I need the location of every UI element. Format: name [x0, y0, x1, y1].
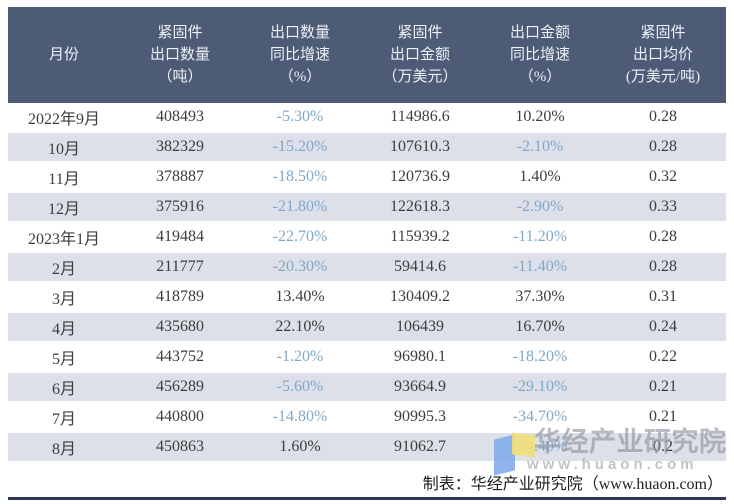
amount-yoy-cell: -2.90% [480, 192, 600, 223]
col-header-amount-yoy: 出口金额 同比增速 （%） [480, 7, 600, 103]
month-cell: 2022年9月 [8, 103, 120, 133]
table-row: 11月 378887 -18.50% 120736.9 1.40% 0.32 [8, 162, 726, 193]
amount-yoy-cell: -24.40% [480, 432, 600, 463]
avg-price-cell: 0.28 [600, 132, 726, 163]
amount-cell: 90995.3 [360, 402, 480, 433]
amount-cell: 91062.7 [360, 432, 480, 463]
qty-yoy-cell: -18.50% [240, 162, 360, 193]
col-header-month: 月份 [8, 7, 120, 103]
qty-cell: 456289 [120, 372, 240, 403]
table-row: 8月 450863 1.60% 91062.7 -24.40% 0.2 [8, 432, 726, 463]
amount-cell: 114986.6 [360, 103, 480, 133]
amount-yoy-cell: 10.20% [480, 103, 600, 133]
qty-cell: 382329 [120, 132, 240, 163]
avg-price-cell: 0.21 [600, 372, 726, 403]
table-credit: 制表：华经产业研究院（www.huaon.com） [422, 476, 723, 493]
amount-cell: 130409.2 [360, 282, 480, 313]
amount-cell: 96980.1 [360, 342, 480, 373]
month-cell: 5月 [8, 342, 120, 373]
month-cell: 2023年1月 [8, 222, 120, 253]
month-cell: 11月 [8, 162, 120, 193]
page: 月份 紧固件 出口数量 （吨） 出口数量 同比增速 （%） 紧固件 出口金额 （… [8, 7, 726, 500]
table-row: 2月 211777 -20.30% 59414.6 -11.40% 0.28 [8, 252, 726, 283]
month-cell: 7月 [8, 402, 120, 433]
month-cell: 6月 [8, 372, 120, 403]
amount-cell: 120736.9 [360, 162, 480, 193]
bottom-rule [8, 497, 726, 500]
avg-price-cell: 0.24 [600, 312, 726, 343]
table-row: 4月 435680 22.10% 106439 16.70% 0.24 [8, 312, 726, 343]
table-body: 2022年9月 408493 -5.30% 114986.6 10.20% 0.28 10月… [8, 103, 726, 463]
qty-cell: 419484 [120, 222, 240, 253]
table-row: 3月 418789 13.40% 130409.2 37.30% 0.31 [8, 282, 726, 313]
col-header-export-amount: 紧固件 出口金额 （万美元） [360, 7, 480, 103]
qty-yoy-cell: -21.80% [240, 192, 360, 223]
qty-cell: 378887 [120, 162, 240, 193]
avg-price-cell: 0.22 [600, 342, 726, 373]
month-cell: 3月 [8, 282, 120, 313]
table-row: 5月 443752 -1.20% 96980.1 -18.20% 0.22 [8, 342, 726, 373]
amount-yoy-cell: -11.40% [480, 252, 600, 283]
qty-cell: 450863 [120, 432, 240, 463]
month-cell: 4月 [8, 312, 120, 343]
avg-price-cell: 0.28 [600, 103, 726, 133]
amount-cell: 122618.3 [360, 192, 480, 223]
table-header: 月份 紧固件 出口数量 （吨） 出口数量 同比增速 （%） 紧固件 出口金额 （… [8, 7, 726, 103]
table-row: 12月 375916 -21.80% 122618.3 -2.90% 0.33 [8, 192, 726, 223]
amount-cell: 106439 [360, 312, 480, 343]
table-row: 6月 456289 -5.60% 93664.9 -29.10% 0.21 [8, 372, 726, 403]
month-cell: 8月 [8, 432, 120, 463]
table-row: 2022年9月 408493 -5.30% 114986.6 10.20% 0.28 [8, 103, 726, 133]
qty-cell: 443752 [120, 342, 240, 373]
qty-cell: 375916 [120, 192, 240, 223]
amount-yoy-cell: 1.40% [480, 162, 600, 193]
qty-cell: 211777 [120, 252, 240, 283]
col-header-export-qty: 紧固件 出口数量 （吨） [120, 7, 240, 103]
amount-yoy-cell: 37.30% [480, 282, 600, 313]
qty-yoy-cell: -20.30% [240, 252, 360, 283]
avg-price-cell: 0.21 [600, 402, 726, 433]
qty-cell: 435680 [120, 312, 240, 343]
amount-cell: 107610.3 [360, 132, 480, 163]
avg-price-cell: 0.28 [600, 252, 726, 283]
amount-cell: 115939.2 [360, 222, 480, 253]
amount-yoy-cell: 16.70% [480, 312, 600, 343]
amount-yoy-cell: -2.10% [480, 132, 600, 163]
qty-yoy-cell: -1.20% [240, 342, 360, 373]
month-cell: 12月 [8, 192, 120, 223]
col-header-avg-price: 紧固件 出口均价 (万美元/吨) [600, 7, 726, 103]
table-row: 2023年1月 419484 -22.70% 115939.2 -11.20% 0.28 [8, 222, 726, 253]
qty-yoy-cell: -14.80% [240, 402, 360, 433]
amount-yoy-cell: -34.70% [480, 402, 600, 433]
avg-price-cell: 0.33 [600, 192, 726, 223]
amount-cell: 93664.9 [360, 372, 480, 403]
avg-price-cell: 0.32 [600, 162, 726, 193]
qty-yoy-cell: -22.70% [240, 222, 360, 253]
qty-yoy-cell: 22.10% [240, 312, 360, 343]
qty-cell: 418789 [120, 282, 240, 313]
col-header-qty-yoy: 出口数量 同比增速 （%） [240, 7, 360, 103]
qty-cell: 440800 [120, 402, 240, 433]
qty-yoy-cell: 13.40% [240, 282, 360, 313]
qty-yoy-cell: -5.60% [240, 372, 360, 403]
qty-yoy-cell: -5.30% [240, 103, 360, 133]
avg-price-cell: 0.2 [600, 432, 726, 463]
amount-cell: 59414.6 [360, 252, 480, 283]
month-cell: 2月 [8, 252, 120, 283]
qty-yoy-cell: 1.60% [240, 432, 360, 463]
avg-price-cell: 0.31 [600, 282, 726, 313]
amount-yoy-cell: -18.20% [480, 342, 600, 373]
amount-yoy-cell: -11.20% [480, 222, 600, 253]
table-row: 7月 440800 -14.80% 90995.3 -34.70% 0.21 [8, 402, 726, 433]
header-row: 月份 紧固件 出口数量 （吨） 出口数量 同比增速 （%） 紧固件 出口金额 （… [8, 7, 726, 103]
table-row: 10月 382329 -15.20% 107610.3 -2.10% 0.28 [8, 132, 726, 163]
fastener-export-table: 月份 紧固件 出口数量 （吨） 出口数量 同比增速 （%） 紧固件 出口金额 （… [8, 7, 726, 463]
month-cell: 10月 [8, 132, 120, 163]
amount-yoy-cell: -29.10% [480, 372, 600, 403]
qty-yoy-cell: -15.20% [240, 132, 360, 163]
avg-price-cell: 0.28 [600, 222, 726, 253]
qty-cell: 408493 [120, 103, 240, 133]
